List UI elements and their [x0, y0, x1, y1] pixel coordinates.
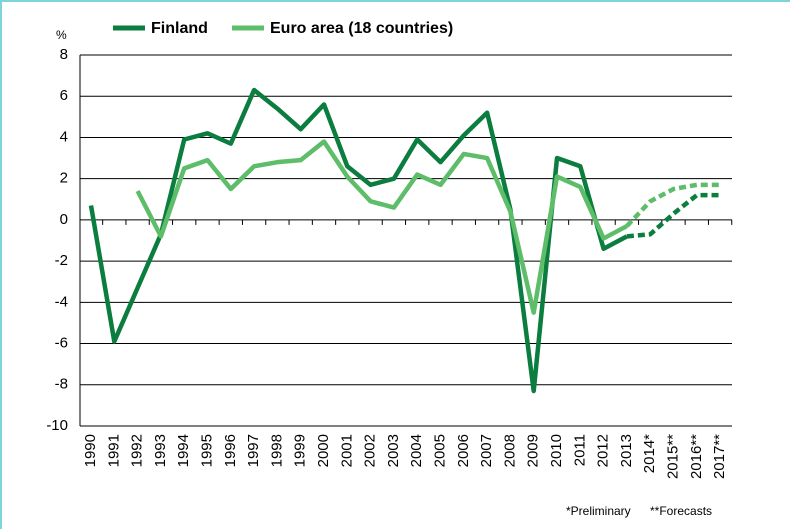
x-tick-label: 2000	[315, 434, 332, 467]
y-tick-label: -10	[46, 417, 68, 434]
x-tick-label: 2012	[595, 434, 612, 467]
series-line	[88, 87, 628, 394]
series-line	[626, 192, 721, 239]
y-tick-label: -2	[55, 252, 68, 269]
x-tick-label: 2015**	[664, 434, 681, 479]
series-line	[135, 139, 628, 315]
x-tick-label: 1991	[105, 434, 122, 467]
note: *Preliminary	[566, 504, 631, 518]
series-line	[625, 182, 721, 228]
x-tick-label: 2005	[431, 434, 448, 467]
x-tick-label: 2017**	[711, 434, 728, 479]
x-tick-label: 1995	[198, 434, 215, 467]
x-tick-label: 2014*	[641, 434, 658, 473]
legend-label: Finland	[151, 20, 208, 37]
x-tick-label: 1997	[245, 434, 262, 467]
x-tick-label: 2001	[338, 434, 355, 467]
x-tick-label: 2010	[548, 434, 565, 467]
x-tick-label: 2002	[362, 434, 379, 467]
x-tick-label: 1994	[175, 434, 192, 467]
x-tick-label: 1999	[292, 434, 309, 467]
x-tick-label: 2006	[455, 434, 472, 467]
x-tick-label: 1998	[268, 434, 285, 467]
x-tick-label: 2009	[525, 434, 542, 467]
x-tick-label: 2011	[571, 434, 588, 466]
y-tick-label: 0	[60, 211, 68, 228]
x-tick-label: 1990	[82, 434, 99, 467]
y-tick-label: -4	[55, 293, 68, 310]
y-tick-label: 2	[60, 170, 68, 187]
legend-label: Euro area (18 countries)	[270, 20, 453, 37]
x-tick-label: 2004	[408, 434, 425, 467]
note: **Forecasts	[650, 504, 712, 518]
y-tick-label: 4	[60, 128, 68, 145]
x-tick-label: 2007	[478, 434, 495, 467]
x-tick-label: 2013	[618, 434, 635, 467]
x-tick-label: 2016**	[688, 434, 705, 479]
y-tick-label: -8	[55, 376, 68, 393]
unit-label: %	[56, 28, 67, 42]
y-tick-label: 6	[60, 87, 68, 104]
x-tick-label: 2008	[501, 434, 518, 467]
y-tick-label: 8	[60, 46, 68, 63]
x-tick-label: 2003	[385, 434, 402, 467]
x-tick-label: 1993	[152, 434, 169, 467]
x-tick-label: 1992	[129, 434, 146, 467]
y-tick-label: -6	[55, 335, 68, 352]
x-tick-label: 1996	[222, 434, 239, 467]
